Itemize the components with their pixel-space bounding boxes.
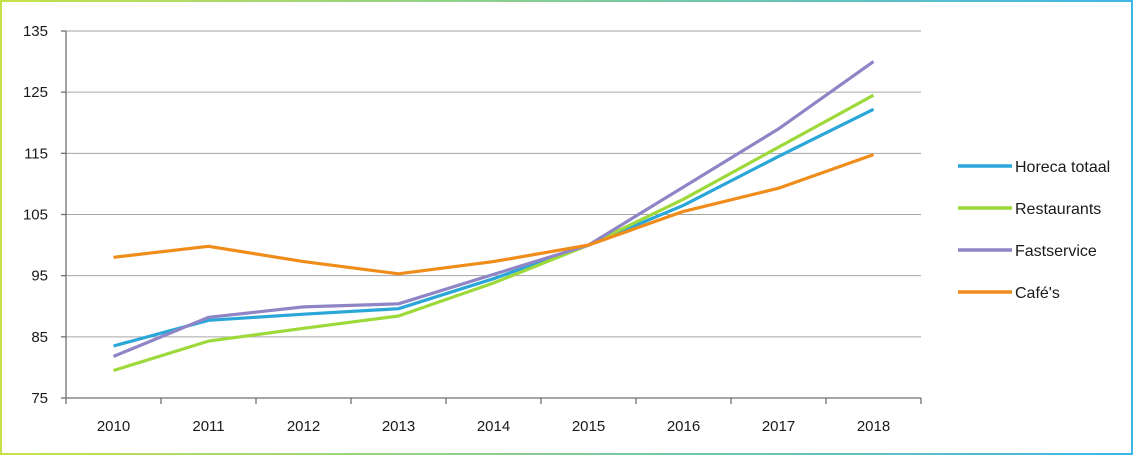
y-tick-label: 135 bbox=[23, 23, 48, 40]
x-tick-label: 2015 bbox=[572, 418, 605, 435]
x-tick-label: 2014 bbox=[477, 418, 510, 435]
y-tick-label: 85 bbox=[31, 329, 48, 346]
legend-label-horeca-totaal: Horeca totaal bbox=[1015, 159, 1110, 176]
legend-label-restaurants: Restaurants bbox=[1015, 201, 1101, 218]
legend-label-fastservice: Fastservice bbox=[1015, 243, 1097, 260]
x-tick-label: 2011 bbox=[192, 418, 224, 435]
y-tick-label: 115 bbox=[24, 145, 48, 162]
series-line-caf-s bbox=[113, 153, 875, 276]
y-tick-labels: 75 85 95 105 115 125 135 bbox=[23, 23, 48, 407]
x-tick-label: 2013 bbox=[382, 418, 415, 435]
legend: Horeca totaal Restaurants Fastservice Café'… bbox=[958, 159, 1110, 302]
series-line-horeca-totaal bbox=[113, 107, 875, 348]
y-tick-label: 105 bbox=[23, 207, 48, 224]
x-tick-label: 2012 bbox=[287, 418, 320, 435]
series-lines bbox=[112, 60, 875, 373]
x-tick-label: 2010 bbox=[97, 418, 130, 435]
legend-label-caf-s: Café's bbox=[1015, 285, 1060, 302]
series-line-restaurants bbox=[113, 93, 875, 373]
y-tick-label: 125 bbox=[23, 84, 48, 101]
gridlines bbox=[66, 30, 921, 338]
x-tick-label: 2017 bbox=[762, 418, 795, 435]
y-tick-label: 75 bbox=[31, 390, 48, 407]
series-line-fastservice bbox=[112, 60, 875, 358]
x-tick-labels: 2010 2011 2012 2013 2014 2015 2016 2017 2018 bbox=[97, 418, 890, 435]
x-tick-label: 2018 bbox=[857, 418, 890, 435]
axes bbox=[61, 30, 922, 404]
y-tick-label: 95 bbox=[31, 268, 48, 285]
x-tick-label: 2016 bbox=[667, 418, 700, 435]
